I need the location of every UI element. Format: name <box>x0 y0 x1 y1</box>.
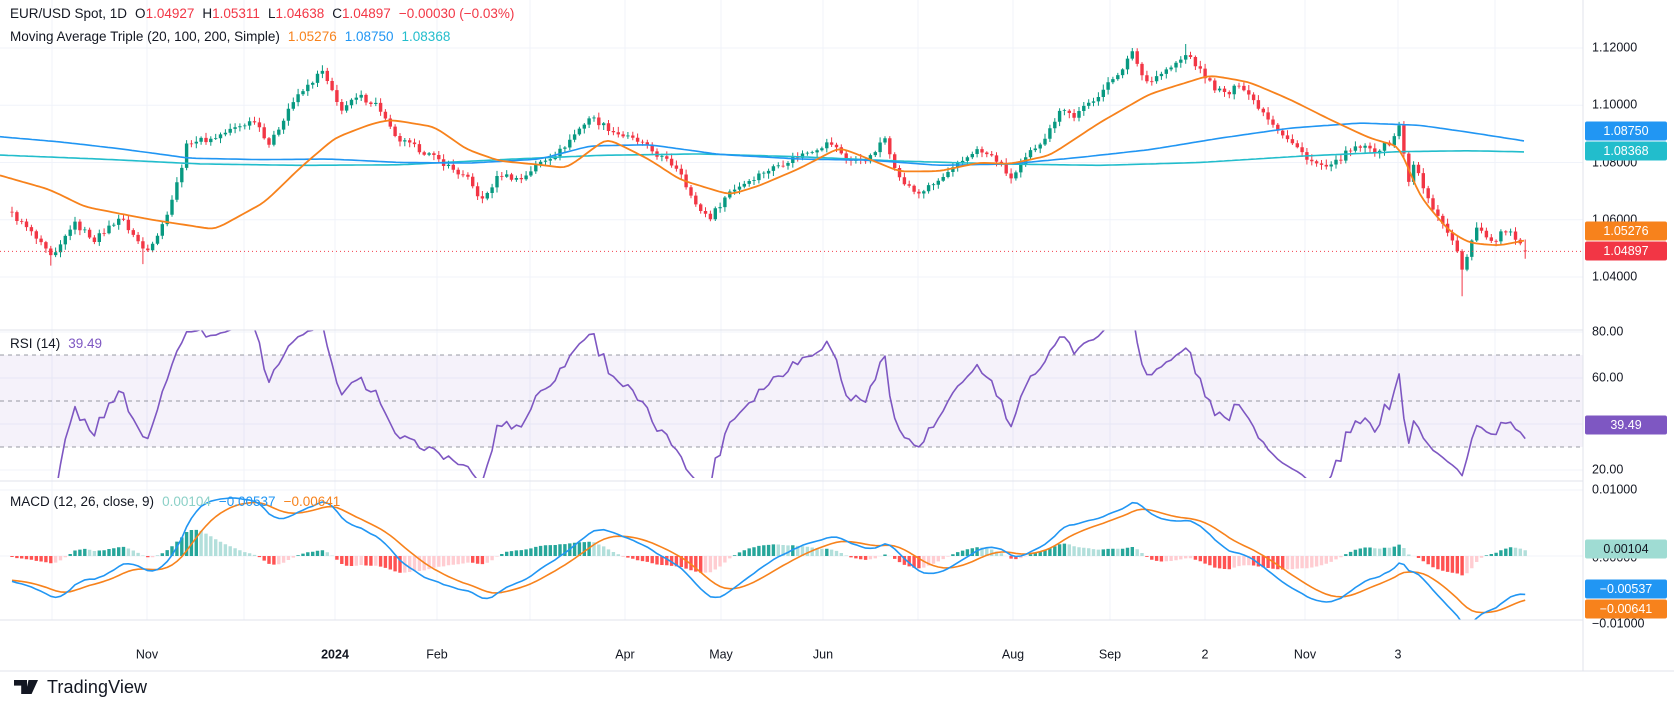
tradingview-brand-link[interactable]: TradingView <box>13 674 147 700</box>
time-axis-label: Apr <box>615 647 634 661</box>
macd-line-value: −0.00537 <box>218 494 276 509</box>
price-badge: 1.04897 <box>1585 241 1667 261</box>
rsi-axis-label: 80.00 <box>1592 324 1623 338</box>
price-axis-label: 1.04000 <box>1592 269 1637 283</box>
svg-text:0.00104: 0.00104 <box>1603 542 1648 556</box>
time-axis-label: Sep <box>1099 647 1121 661</box>
svg-text:−0.00537: −0.00537 <box>1600 582 1653 596</box>
macd-title: MACD (12, 26, close, 9) <box>10 494 155 509</box>
time-axis-label: May <box>709 647 733 661</box>
candle-bodies-down <box>10 51 1527 270</box>
price-badge: 1.08368 <box>1585 141 1667 161</box>
time-axis[interactable]: Nov 2024 Feb Apr May Jun Aug Sep 2 Nov 3 <box>136 647 1402 661</box>
macd-hist-up-fading <box>87 530 1527 556</box>
time-axis-label: 2 <box>1202 647 1209 661</box>
time-axis-label: 2024 <box>321 647 349 661</box>
svg-text:1.04897: 1.04897 <box>1603 244 1648 258</box>
pane-dividers <box>0 0 1674 672</box>
ma20-line <box>0 75 1525 246</box>
ma-title: Moving Average Triple (20, 100, 200, Sim… <box>10 29 280 44</box>
rsi-legend[interactable]: RSI (14) 39.49 <box>10 336 102 352</box>
symbol-title: EUR/USD Spot, 1D <box>10 6 128 21</box>
macd-badge: −0.00537 <box>1585 579 1667 599</box>
tradingview-logo-icon <box>14 680 38 694</box>
ma200-value: 1.08368 <box>401 29 451 44</box>
macd-hist-value: 0.00104 <box>162 494 211 509</box>
rsi-axis-label: 60.00 <box>1592 370 1623 384</box>
time-axis-label: Aug <box>1002 647 1024 661</box>
svg-text:1.08750: 1.08750 <box>1603 124 1648 138</box>
macd-badge: 0.00104 <box>1585 539 1667 559</box>
ohlc-high: H1.05311 <box>202 6 260 21</box>
macd-axis-label: 0.01000 <box>1592 482 1637 496</box>
ma100-line <box>0 122 1525 166</box>
macd-legend[interactable]: MACD (12, 26, close, 9) 0.00104 −0.00537… <box>10 494 340 510</box>
change-value: −0.00030 (−0.03%) <box>398 6 515 21</box>
macd-hist-up <box>68 529 1513 556</box>
rsi-line <box>57 330 1526 478</box>
ma-legend[interactable]: Moving Average Triple (20, 100, 200, Sim… <box>10 29 450 45</box>
price-badge: 1.05276 <box>1585 221 1667 241</box>
ma20-value: 1.05276 <box>287 29 337 44</box>
gridlines <box>0 0 1583 620</box>
svg-text:1.05276: 1.05276 <box>1603 224 1648 238</box>
candle-bodies-up <box>53 51 1513 270</box>
macd-axis-label: −0.01000 <box>1592 616 1645 630</box>
ohlc-low: L1.04638 <box>267 6 325 21</box>
macd-signal-value: −0.00641 <box>283 494 341 509</box>
svg-text:1.08368: 1.08368 <box>1603 144 1648 158</box>
svg-text:39.49: 39.49 <box>1610 418 1641 432</box>
macd-hist-down <box>10 556 1464 576</box>
ohlc-open: O1.04927 <box>135 6 195 21</box>
brand-name: TradingView <box>47 676 148 697</box>
ma200-line <box>0 150 1525 167</box>
rsi-axis-label: 20.00 <box>1592 462 1623 476</box>
rsi-pane[interactable] <box>12 312 1526 507</box>
time-axis-label: Nov <box>1294 647 1317 661</box>
price-axis-label: 1.12000 <box>1592 40 1637 54</box>
svg-text:−0.00641: −0.00641 <box>1600 602 1653 616</box>
macd-main-line <box>11 497 1526 620</box>
price-axis-label: 1.10000 <box>1592 97 1637 111</box>
ohlc-close: C1.04897 <box>332 6 391 21</box>
rsi-value: 39.49 <box>68 336 103 351</box>
ma100-value: 1.08750 <box>344 29 394 44</box>
macd-badge: −0.00641 <box>1585 599 1667 619</box>
time-axis-label: Jun <box>813 647 833 661</box>
macd-signal-line <box>11 501 1526 614</box>
symbol-legend[interactable]: EUR/USD Spot, 1D O1.04927 H1.05311 L1.04… <box>10 6 514 22</box>
time-axis-label: Feb <box>426 647 448 661</box>
main-pane[interactable] <box>0 44 1527 297</box>
price-badge: 1.08750 <box>1585 121 1667 141</box>
rsi-badge: 39.49 <box>1585 415 1667 435</box>
price-axis[interactable]: 1.120001.100001.080001.060001.0400080.00… <box>1585 40 1667 630</box>
macd-pane[interactable] <box>10 497 1527 625</box>
time-axis-label: Nov <box>136 647 159 661</box>
rsi-title: RSI (14) <box>10 336 61 351</box>
time-axis-label: 3 <box>1395 647 1402 661</box>
